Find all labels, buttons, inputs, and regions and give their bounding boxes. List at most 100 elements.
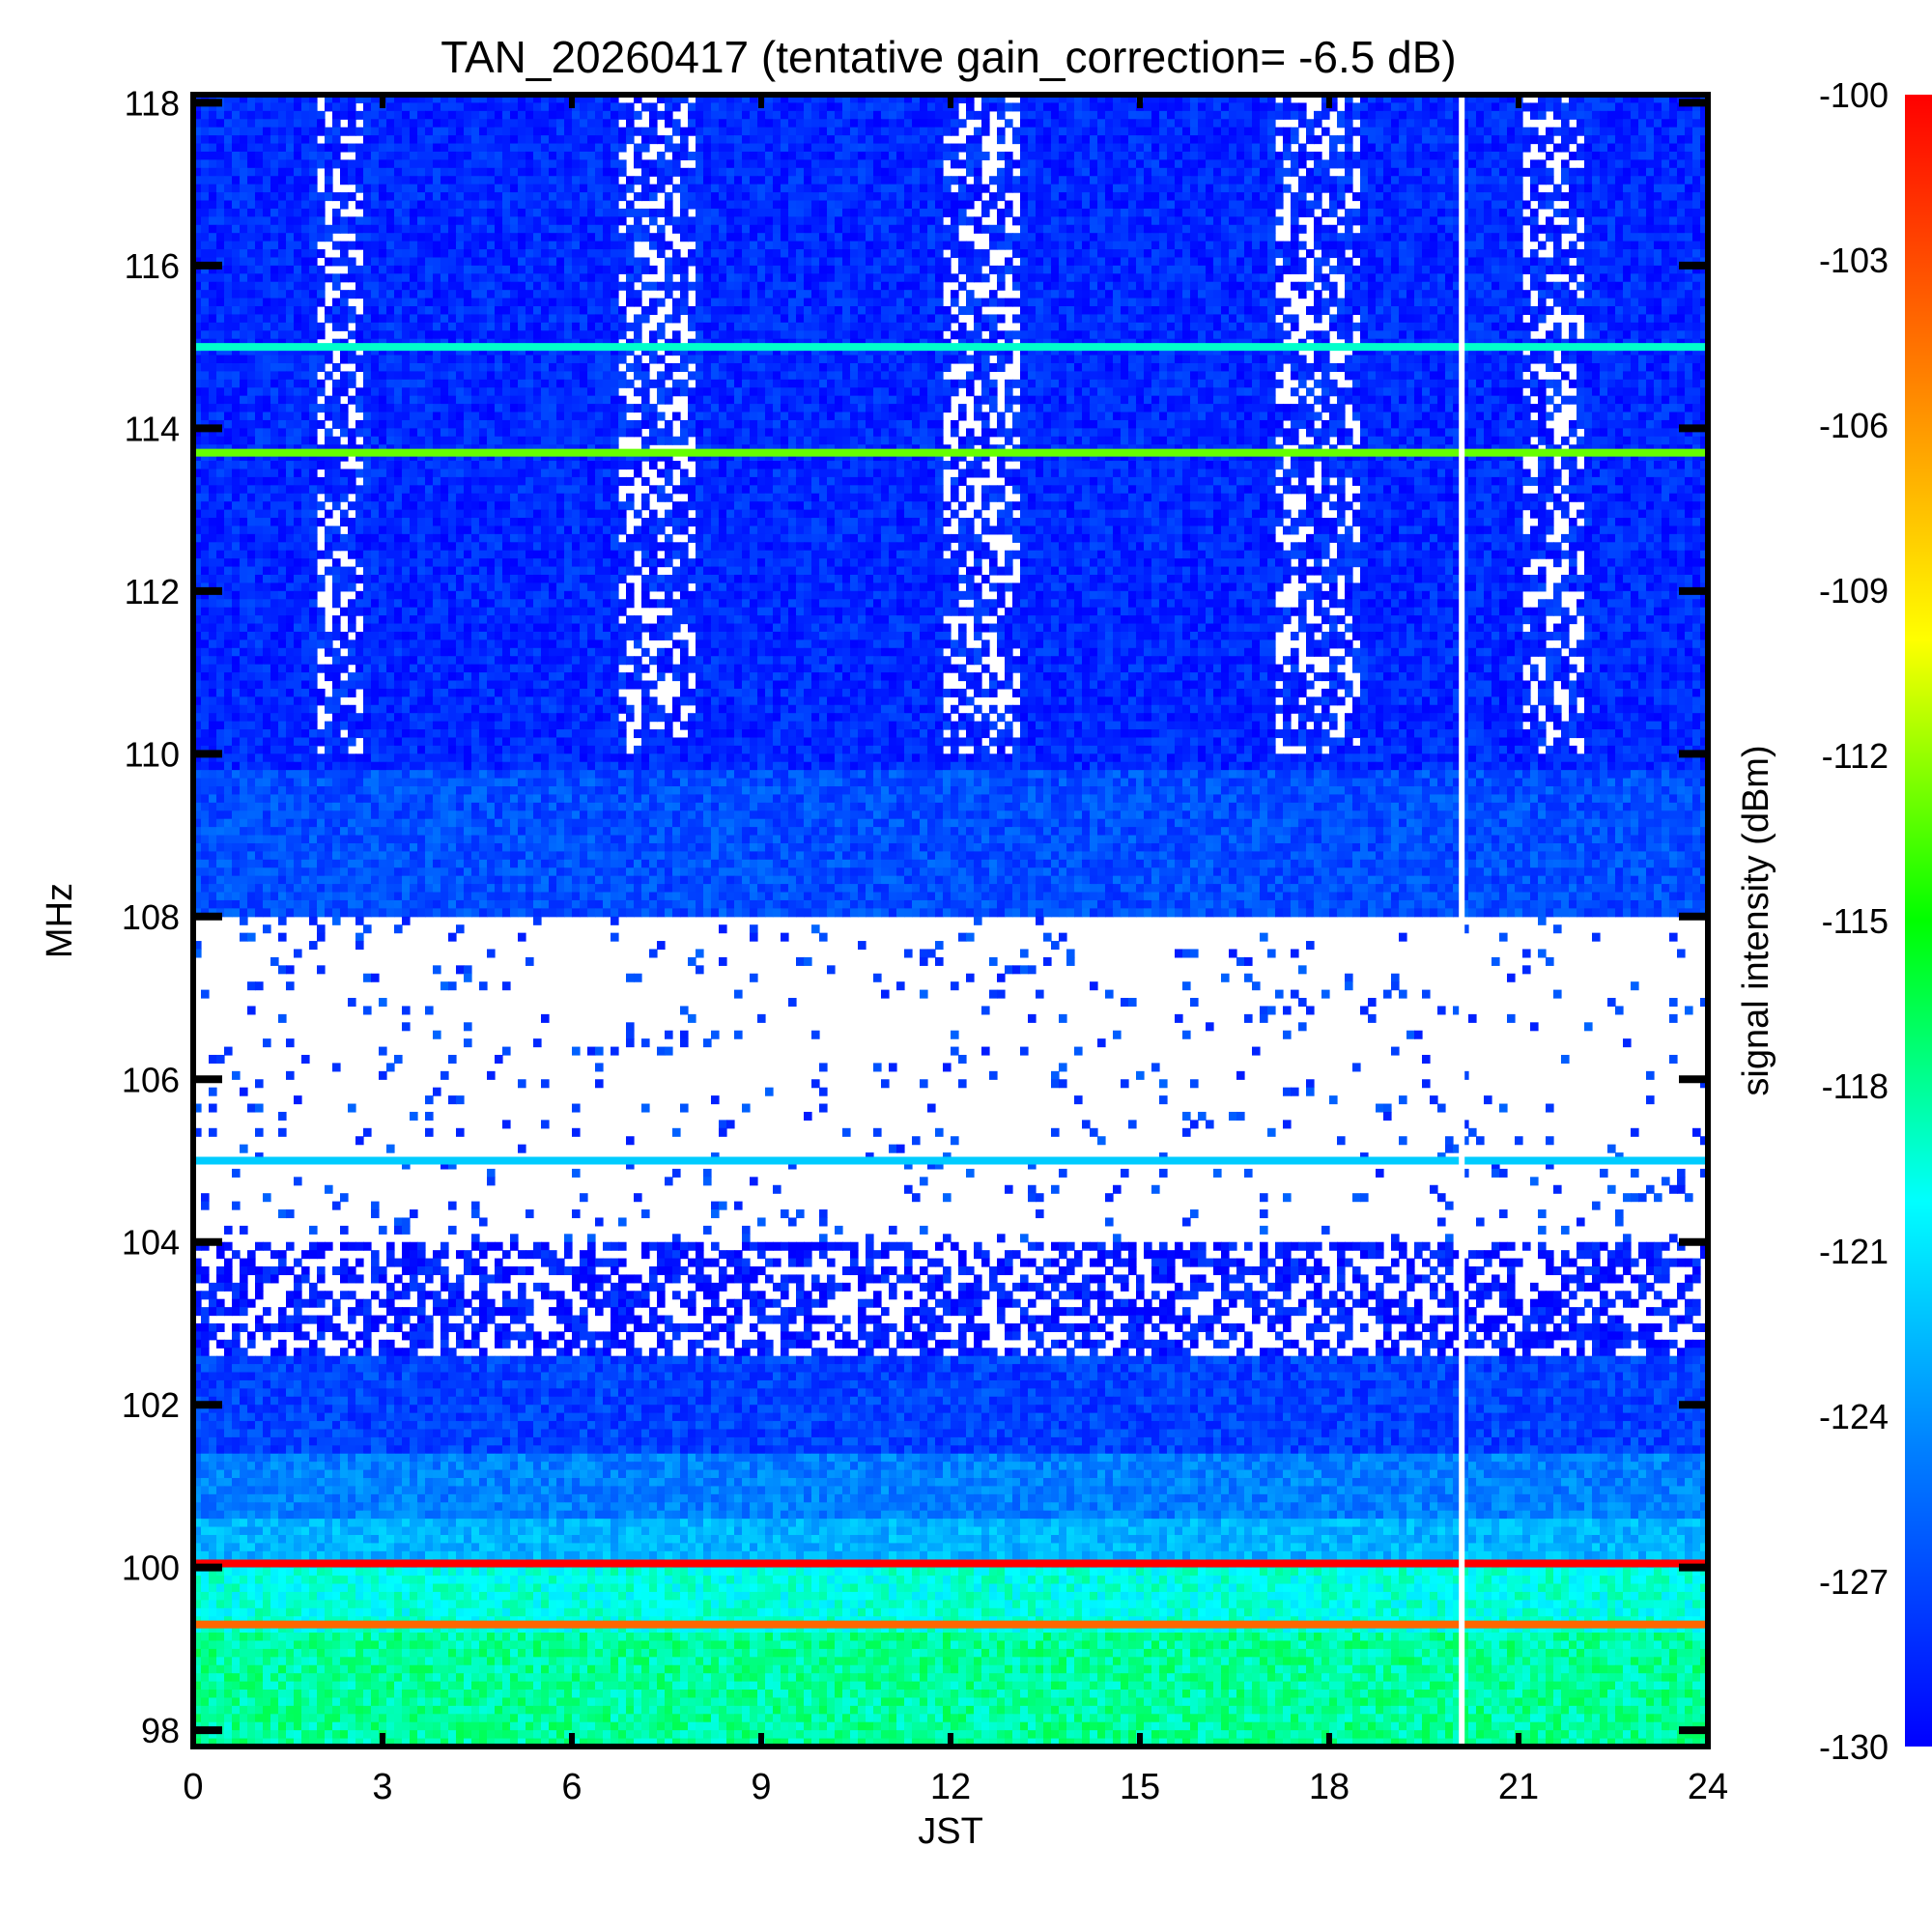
heatmap-cell [317, 152, 326, 160]
heatmap-cell [1121, 135, 1129, 144]
heatmap-cell [1020, 152, 1029, 160]
heatmap-cell [1337, 135, 1346, 144]
heatmap-cell [556, 119, 565, 128]
heatmap-cell [294, 119, 302, 128]
heatmap-cell [371, 119, 380, 128]
heatmap-cell [1468, 119, 1477, 128]
heatmap-cell [603, 144, 611, 153]
heatmap-cell [850, 152, 859, 160]
heatmap-cell [827, 111, 836, 120]
heatmap-cell [1074, 119, 1083, 128]
heatmap-cell [1383, 111, 1392, 120]
heatmap-cell [448, 119, 457, 128]
heatmap-cell [1654, 144, 1662, 153]
heatmap-cell [1654, 159, 1662, 168]
heatmap-cell [309, 111, 318, 120]
heatmap-cell [850, 111, 859, 120]
heatmap-cell [1437, 144, 1446, 153]
heatmap-cell [827, 159, 836, 168]
heatmap-cell [1600, 111, 1608, 120]
heatmap-cell [495, 152, 503, 160]
heatmap-cell [371, 135, 380, 144]
heatmap-cell [425, 119, 434, 128]
heatmap-cell [1553, 144, 1562, 153]
heatmap-cell [224, 168, 233, 177]
heatmap-cell [974, 159, 982, 168]
heatmap-cell [835, 159, 843, 168]
heatmap-cell [286, 111, 295, 120]
heatmap-cell [1175, 152, 1183, 160]
heatmap-cell [842, 135, 851, 144]
heatmap-cell [1190, 144, 1199, 153]
heatmap-cell [1437, 119, 1446, 128]
heatmap-cell [649, 128, 658, 136]
heatmap-cell [781, 159, 789, 168]
heatmap-cell [1291, 128, 1299, 136]
heatmap-cell [1051, 159, 1060, 168]
heatmap-cell [1592, 152, 1601, 160]
heatmap-cell [1066, 135, 1075, 144]
heatmap-cell [1167, 119, 1176, 128]
heatmap-cell [1662, 119, 1670, 128]
heatmap-cell [1337, 159, 1346, 168]
heatmap-cell [1066, 144, 1075, 153]
heatmap-cell [1654, 119, 1662, 128]
heatmap-cell [1406, 102, 1415, 111]
heatmap-cell [325, 144, 333, 153]
heatmap-cell [410, 135, 418, 144]
heatmap-cell [966, 111, 975, 120]
heatmap-cell [1151, 152, 1160, 160]
heatmap-cell [1399, 119, 1407, 128]
heatmap-cell [1036, 102, 1044, 111]
heatmap-cell [1376, 102, 1384, 111]
heatmap-cell [440, 135, 449, 144]
heatmap-cell [1615, 102, 1624, 111]
heatmap-cell [348, 119, 356, 128]
heatmap-cell [1082, 111, 1091, 120]
heatmap-cell [1561, 102, 1570, 111]
heatmap-cell [703, 102, 712, 111]
heatmap-cell [1345, 102, 1353, 111]
heatmap-cell [989, 102, 998, 111]
heatmap-cell [510, 152, 519, 160]
heatmap-cell [711, 135, 720, 144]
heatmap-cell [1677, 111, 1686, 120]
heatmap-cell [263, 159, 271, 168]
heatmap-cell [1507, 159, 1516, 168]
heatmap-cell [1515, 111, 1523, 120]
heatmap-cell [943, 152, 952, 160]
heatmap-cell [1468, 102, 1477, 111]
heatmap-cell [1090, 135, 1098, 144]
heatmap-cell [433, 111, 441, 120]
heatmap-cell [1360, 159, 1369, 168]
heatmap-cell [587, 135, 596, 144]
heatmap-cell [1244, 159, 1253, 168]
heatmap-cell [788, 119, 797, 128]
heatmap-cell [1082, 152, 1091, 160]
heatmap-cell [1175, 159, 1183, 168]
heatmap-cell [1229, 111, 1237, 120]
heatmap-cell [1507, 152, 1516, 160]
heatmap-cell [1538, 102, 1547, 111]
heatmap-cell [1159, 128, 1168, 136]
heatmap-cell [1646, 102, 1655, 111]
heatmap-cell [1383, 152, 1392, 160]
heatmap-cell [881, 152, 890, 160]
heatmap-cell [1128, 159, 1137, 168]
heatmap-cell [263, 152, 271, 160]
heatmap-cell [819, 119, 828, 128]
heatmap-cell [247, 152, 256, 160]
heatmap-cell [672, 128, 681, 136]
heatmap-cell [1298, 159, 1307, 168]
heatmap-cell [773, 111, 781, 120]
heatmap-cell [1051, 111, 1060, 120]
heatmap-cell [1600, 159, 1608, 168]
heatmap-cell [726, 111, 735, 120]
heatmap-cell [1376, 159, 1384, 168]
heatmap-cell [920, 119, 928, 128]
heatmap-cell [696, 111, 704, 120]
heatmap-cell [1036, 128, 1044, 136]
heatmap-cell [1291, 135, 1299, 144]
heatmap-cell [1584, 119, 1593, 128]
heatmap-cell [750, 102, 758, 111]
